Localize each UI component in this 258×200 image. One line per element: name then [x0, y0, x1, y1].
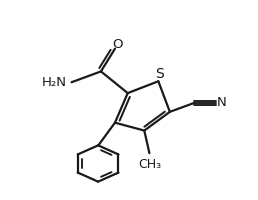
- Text: H₂N: H₂N: [42, 76, 67, 89]
- Text: O: O: [112, 38, 123, 51]
- Text: CH₃: CH₃: [138, 158, 162, 171]
- Text: S: S: [155, 67, 164, 81]
- Text: N: N: [216, 96, 226, 109]
